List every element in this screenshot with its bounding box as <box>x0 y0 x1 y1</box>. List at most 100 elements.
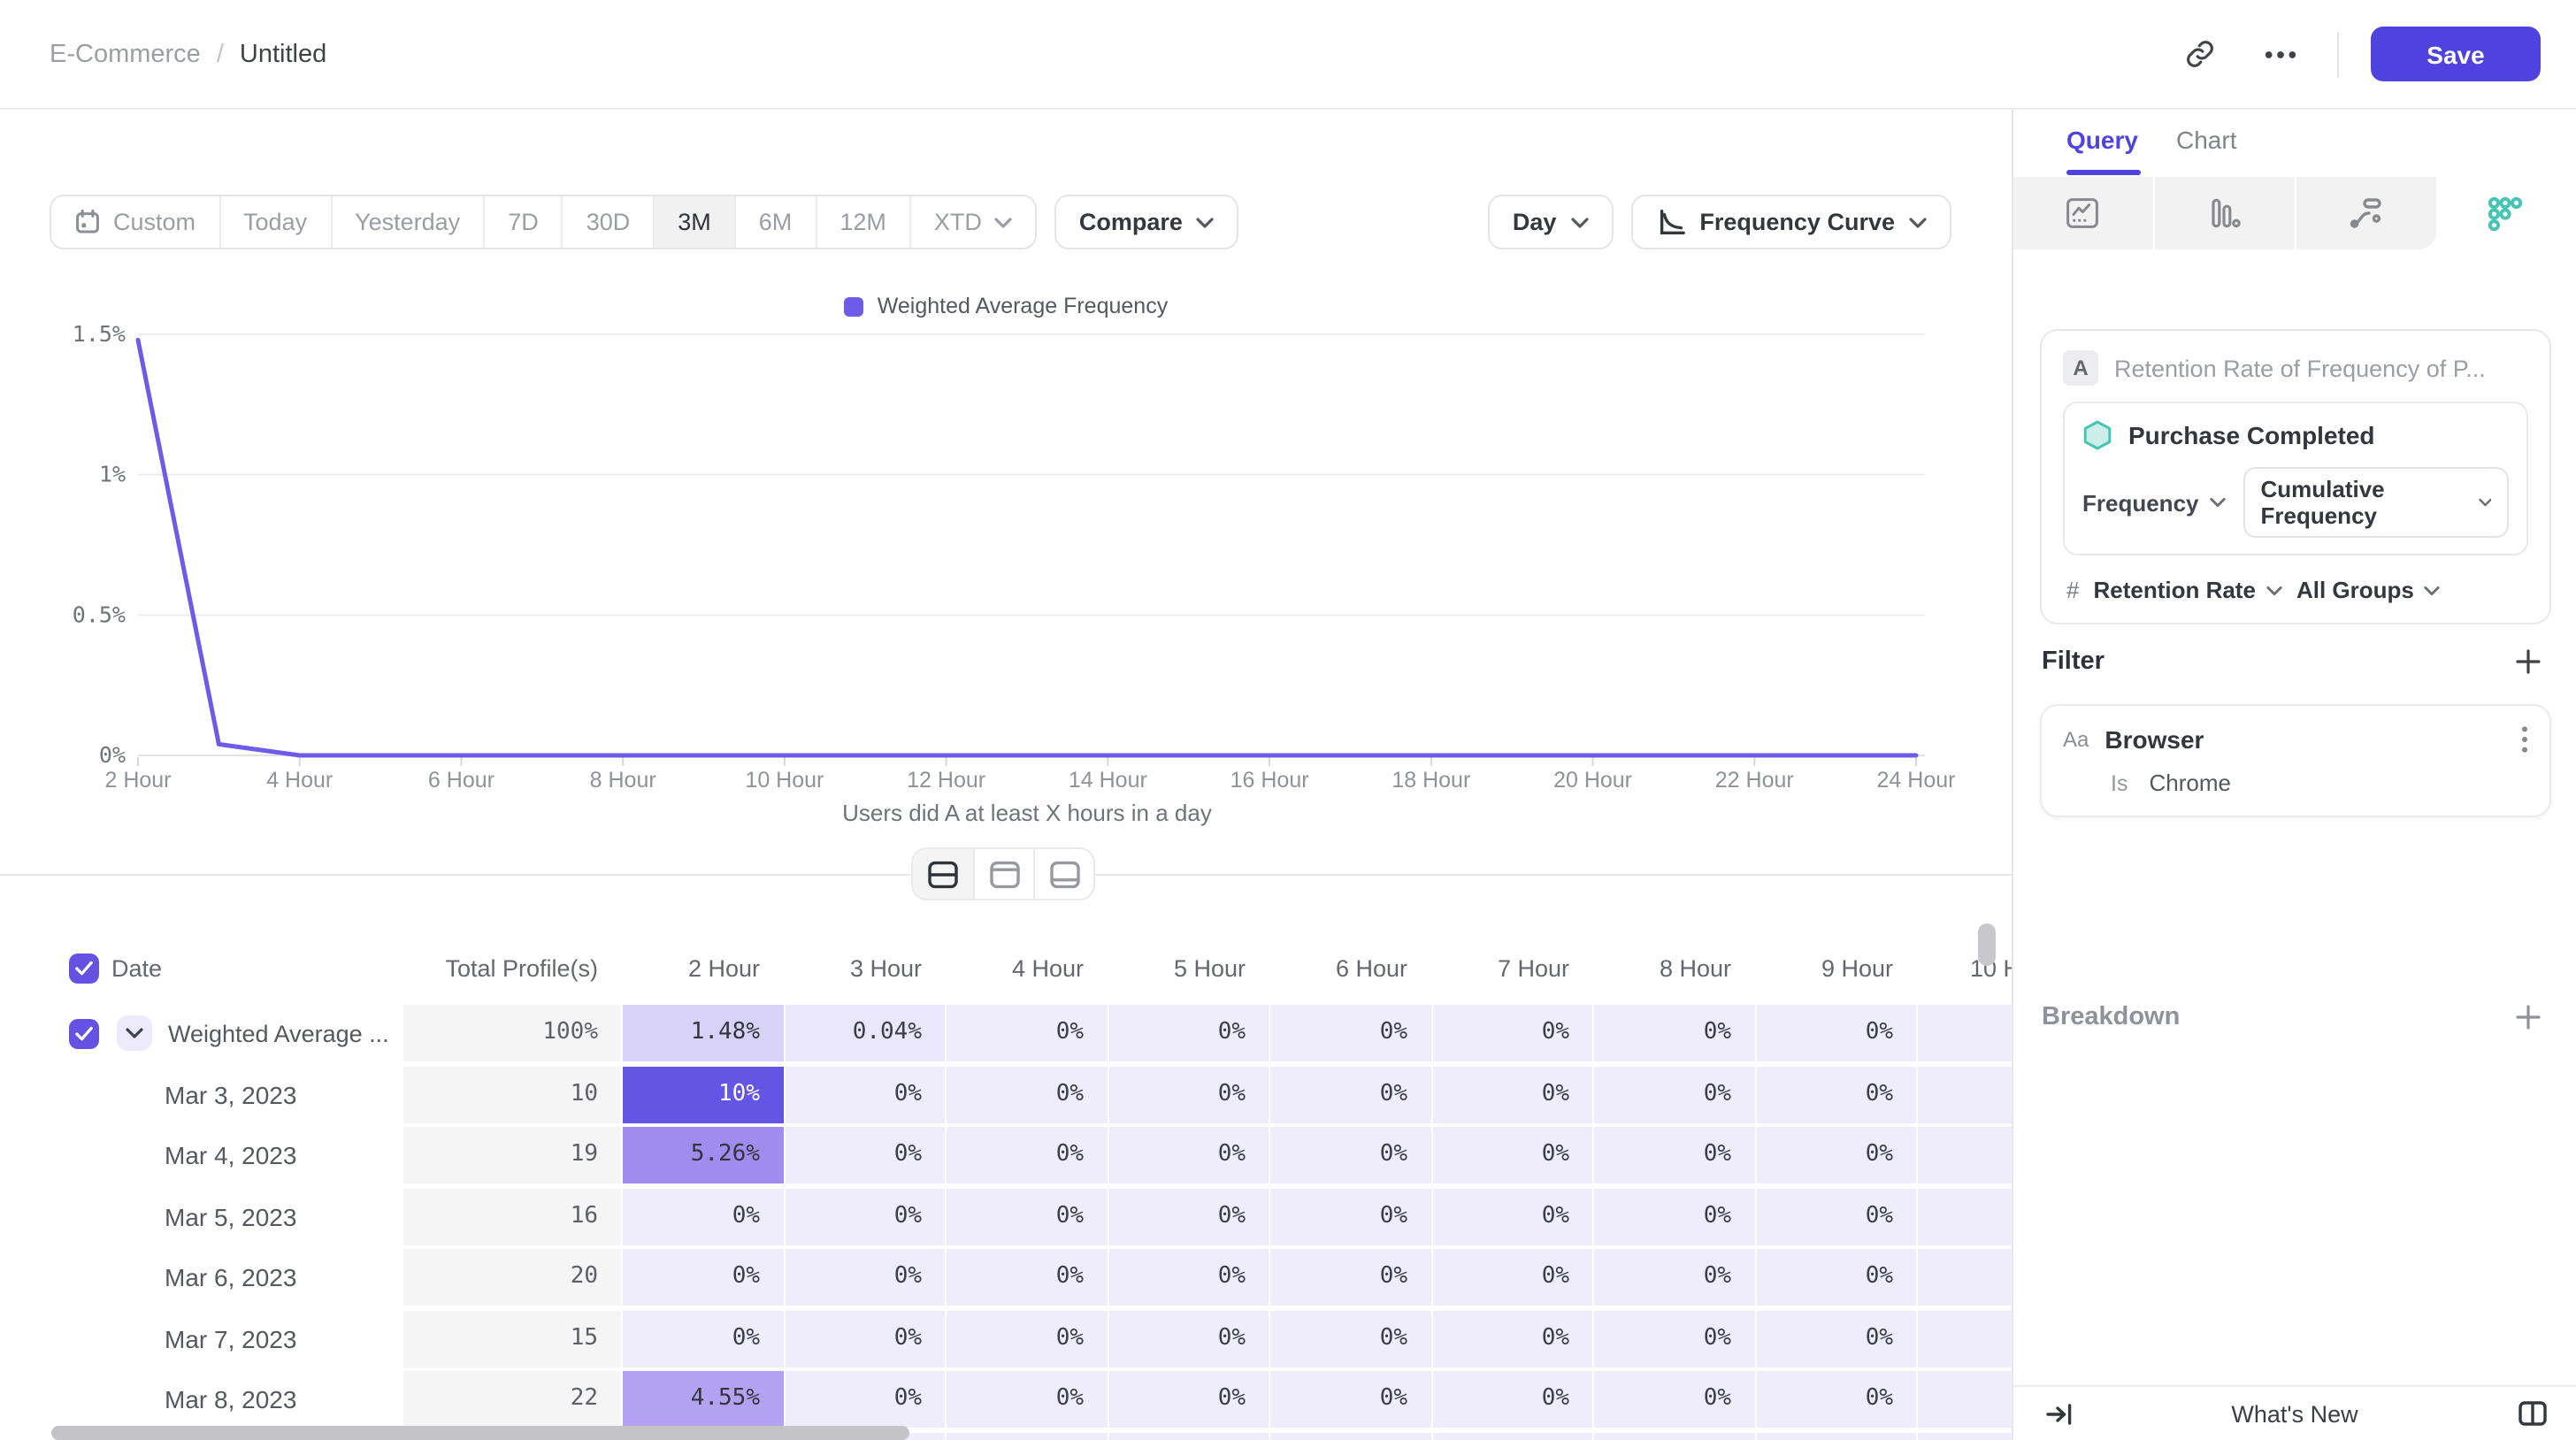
filter-value[interactable]: Chrome <box>2149 770 2231 796</box>
tab-query[interactable]: Query <box>2066 126 2138 154</box>
layout-columns-icon[interactable] <box>2518 1399 2548 1428</box>
cell-retention-value: 0% <box>1108 1066 1269 1122</box>
add-breakdown-button[interactable] <box>2509 998 2548 1037</box>
date-range-12m[interactable]: 12M <box>815 196 909 248</box>
more-actions-icon[interactable] <box>2256 29 2305 79</box>
column-header-8-hour[interactable]: 8 Hour <box>1659 954 1731 981</box>
horizontal-scrollbar-thumb[interactable] <box>51 1426 909 1440</box>
column-header-5-hour[interactable]: 5 Hour <box>1173 954 1246 981</box>
x-axis-tick-label: 6 Hour <box>428 768 494 793</box>
whats-new-link[interactable]: What's New <box>2231 1400 2358 1427</box>
check-icon <box>75 960 93 975</box>
table-row: Mar 7, 2023 15 0% 0% 0% 0% 0% 0% 0% 0% <box>0 1310 2012 1367</box>
split-view-icon <box>928 860 958 888</box>
cell-retention-value: 0% <box>623 1310 783 1367</box>
column-header-4-hour[interactable]: 4 Hour <box>1011 954 1084 981</box>
chevron-down-icon <box>2425 585 2441 595</box>
frequency-dropdown[interactable]: Frequency <box>2082 489 2226 516</box>
filter-operator[interactable]: Is <box>2111 770 2128 795</box>
layout-table-only-button[interactable] <box>1033 849 1093 899</box>
save-button[interactable]: Save <box>2371 27 2541 81</box>
add-filter-button[interactable] <box>2509 642 2548 681</box>
column-header-7-hour[interactable]: 7 Hour <box>1497 954 1569 981</box>
cell-retention-value: 0% <box>1432 1005 1592 1061</box>
column-header-9-hour[interactable]: 9 Hour <box>1821 954 1893 981</box>
date-range-30d[interactable]: 30D <box>561 196 654 248</box>
cell-retention-value: 0% <box>1270 1005 1430 1061</box>
compare-button[interactable]: Compare <box>1054 195 1239 249</box>
date-range-custom[interactable]: Custom <box>51 196 218 248</box>
report-type-flows-button[interactable] <box>2294 177 2435 249</box>
filter-menu-icon[interactable] <box>2521 725 2528 754</box>
insights-line-chart-icon <box>2066 198 2099 228</box>
cell-retention-value: 0% <box>1756 1005 1916 1061</box>
breadcrumb: E-Commerce / Untitled <box>50 40 326 68</box>
groups-dropdown[interactable]: All Groups <box>2296 577 2441 603</box>
x-axis-title: Users did A at least X hours in a day <box>842 800 1212 826</box>
breadcrumb-project[interactable]: E-Commerce <box>50 40 201 68</box>
expand-row-toggle[interactable] <box>117 1015 152 1051</box>
column-header-total-profiles[interactable]: Total Profile(s) <box>445 954 598 981</box>
date-range-today[interactable]: Today <box>218 196 330 248</box>
date-range-segmented-control: Custom Today Yesterday 7D 30D 3M 6M 12M XTD <box>50 195 1037 249</box>
row-checkbox[interactable] <box>69 1018 99 1048</box>
collapse-panel-icon[interactable] <box>2045 1400 2074 1427</box>
date-range-6m[interactable]: 6M <box>733 196 816 248</box>
arrow-to-line-icon <box>2046 1403 2072 1424</box>
x-axis-tick-label: 4 Hour <box>266 768 333 793</box>
cell-retention-value: 0% <box>785 1188 945 1245</box>
select-all-checkbox[interactable] <box>69 953 99 983</box>
frequency-label: Frequency <box>2082 489 2199 516</box>
cell-retention-value: 0% <box>1432 1127 1592 1183</box>
chevron-down-icon <box>2209 497 2226 508</box>
cell-retention-value: 0% <box>947 1127 1107 1183</box>
date-range-label: XTD <box>933 209 982 235</box>
check-icon <box>75 1025 93 1040</box>
frequency-type-value: Cumulative Frequency <box>2260 476 2385 529</box>
report-type-retention-button[interactable] <box>2435 177 2576 249</box>
column-header-6-hour[interactable]: 6 Hour <box>1335 954 1407 981</box>
report-title[interactable]: Untitled <box>239 40 327 68</box>
tab-chart[interactable]: Chart <box>2176 126 2237 154</box>
copy-link-icon[interactable] <box>2174 29 2224 79</box>
query-step-header[interactable]: A Retention Rate of Frequency of P... <box>2063 350 2528 386</box>
cell-retention-value: 0% <box>1594 1310 1754 1367</box>
breakdown-section-header: Breakdown <box>2042 998 2548 1037</box>
cell-retention-value <box>1918 1432 2012 1440</box>
y-axis-tick-label: 0.5% <box>73 601 126 627</box>
chart-style-dropdown[interactable]: Frequency Curve <box>1630 195 1951 249</box>
date-range-7d[interactable]: 7D <box>483 196 562 248</box>
column-header-3-hour[interactable]: 3 Hour <box>849 954 922 981</box>
step-summary: Retention Rate of Frequency of P... <box>2114 355 2486 381</box>
series-line-weighted-average-frequency[interactable] <box>135 337 1919 758</box>
measure-row: # Retention Rate All Groups <box>2063 577 2528 603</box>
step-letter-badge: A <box>2063 350 2098 386</box>
report-type-insights-button[interactable] <box>2013 177 2153 249</box>
chart-legend[interactable]: Weighted Average Frequency <box>0 294 2012 318</box>
column-header-10-hour[interactable]: 10 Hour <box>1969 954 2012 981</box>
cell-retention-value: 0% <box>1108 1127 1269 1183</box>
cell-retention-value: 10% <box>623 1066 783 1122</box>
layout-chart-only-button[interactable] <box>973 849 1033 899</box>
date-range-yesterday[interactable]: Yesterday <box>330 196 483 248</box>
bottom-pane-icon <box>1049 860 1079 888</box>
cell-retention-value: 0% <box>1594 1066 1754 1122</box>
event-selector[interactable]: Purchase Completed <box>2082 419 2509 451</box>
measure-dropdown[interactable]: Retention Rate <box>2093 577 2282 603</box>
column-header-2-hour[interactable]: 2 Hour <box>687 954 760 981</box>
report-type-funnels-button[interactable] <box>2152 177 2295 249</box>
date-range-3m[interactable]: 3M <box>653 196 734 248</box>
active-tab-indicator <box>2066 170 2141 175</box>
granularity-dropdown[interactable]: Day <box>1487 195 1614 249</box>
column-header-date[interactable]: Date <box>111 954 163 981</box>
x-axis-tick-label: 16 Hour <box>1230 768 1309 793</box>
frequency-curve-chart[interactable]: 0% 0.5% 1% 1.5% 2 Hour 4 Hour 6 Hour 8 Hour 10 H… <box>0 110 2012 835</box>
frequency-type-dropdown[interactable]: Cumulative Frequency <box>2242 467 2509 538</box>
cell-total-profiles: 22 <box>403 1371 621 1428</box>
panel-footer: What's New <box>2013 1385 2576 1440</box>
date-range-xtd[interactable]: XTD <box>908 196 1035 248</box>
breakdown-heading: Breakdown <box>2042 1003 2181 1031</box>
vertical-scrollbar-thumb[interactable] <box>1978 923 1996 966</box>
filter-property-row[interactable]: Aa Browser <box>2063 725 2528 754</box>
layout-split-view-button[interactable] <box>913 849 973 899</box>
